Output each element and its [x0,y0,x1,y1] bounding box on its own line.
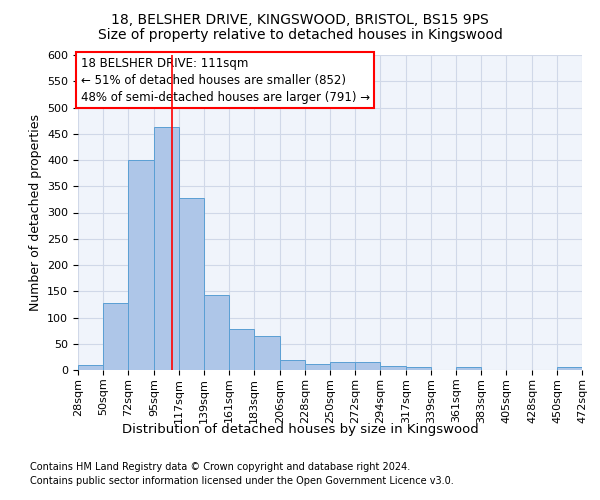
Bar [305,364,330,370]
Text: Contains HM Land Registry data © Crown copyright and database right 2024.: Contains HM Land Registry data © Crown c… [30,462,410,472]
Bar [78,365,103,370]
Text: Distribution of detached houses by size in Kingswood: Distribution of detached houses by size … [122,422,478,436]
Text: 18 BELSHER DRIVE: 111sqm
← 51% of detached houses are smaller (852)
48% of semi-: 18 BELSHER DRIVE: 111sqm ← 51% of detach… [80,56,370,104]
Text: Size of property relative to detached houses in Kingswood: Size of property relative to detached ho… [98,28,502,42]
Bar [456,368,481,370]
Bar [280,360,305,370]
Bar [103,303,128,370]
Bar [154,128,179,370]
Bar [355,362,380,370]
Bar [406,368,431,370]
Text: Contains public sector information licensed under the Open Government Licence v3: Contains public sector information licen… [30,476,454,486]
Bar [128,160,154,370]
Bar [254,336,280,370]
Bar [557,368,582,370]
Bar [229,328,254,370]
Bar [179,198,204,370]
Bar [204,295,229,370]
Bar [380,366,406,370]
Y-axis label: Number of detached properties: Number of detached properties [29,114,41,311]
Bar [330,362,355,370]
Text: 18, BELSHER DRIVE, KINGSWOOD, BRISTOL, BS15 9PS: 18, BELSHER DRIVE, KINGSWOOD, BRISTOL, B… [111,12,489,26]
